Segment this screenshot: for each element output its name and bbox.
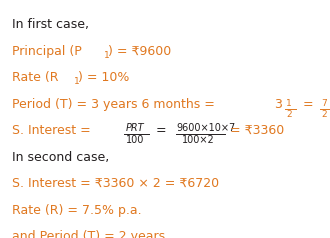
Text: 3: 3 xyxy=(274,98,282,110)
Text: S. Interest = ₹3360 × 2 = ₹6720: S. Interest = ₹3360 × 2 = ₹6720 xyxy=(12,177,219,190)
Text: Period (T) = 3 years 6 months =: Period (T) = 3 years 6 months = xyxy=(12,98,219,110)
Text: Principal (P: Principal (P xyxy=(12,45,82,58)
Text: In first case,: In first case, xyxy=(12,18,89,31)
Text: 2: 2 xyxy=(286,109,292,119)
Text: 100×2: 100×2 xyxy=(182,135,215,145)
Text: ) = 10%: ) = 10% xyxy=(78,71,129,84)
Text: =: = xyxy=(299,98,317,110)
Text: 100: 100 xyxy=(125,135,144,145)
Text: 7: 7 xyxy=(321,99,327,108)
Text: 9600×10×7: 9600×10×7 xyxy=(177,123,236,133)
Text: 1: 1 xyxy=(74,77,79,86)
Text: Rate (R: Rate (R xyxy=(12,71,58,84)
Text: 1: 1 xyxy=(104,50,109,60)
Text: Rate (R) = 7.5% p.a.: Rate (R) = 7.5% p.a. xyxy=(12,203,142,217)
Text: S. Interest =: S. Interest = xyxy=(12,124,95,137)
Text: = ₹3360: = ₹3360 xyxy=(226,124,285,137)
Text: 1: 1 xyxy=(286,99,292,108)
Text: PRT: PRT xyxy=(125,123,144,133)
Text: ) = ₹9600: ) = ₹9600 xyxy=(108,45,171,58)
Text: 2: 2 xyxy=(321,109,327,119)
Text: In second case,: In second case, xyxy=(12,150,109,164)
Text: =: = xyxy=(151,124,170,137)
Text: and Period (T) = 2 years: and Period (T) = 2 years xyxy=(12,230,165,238)
